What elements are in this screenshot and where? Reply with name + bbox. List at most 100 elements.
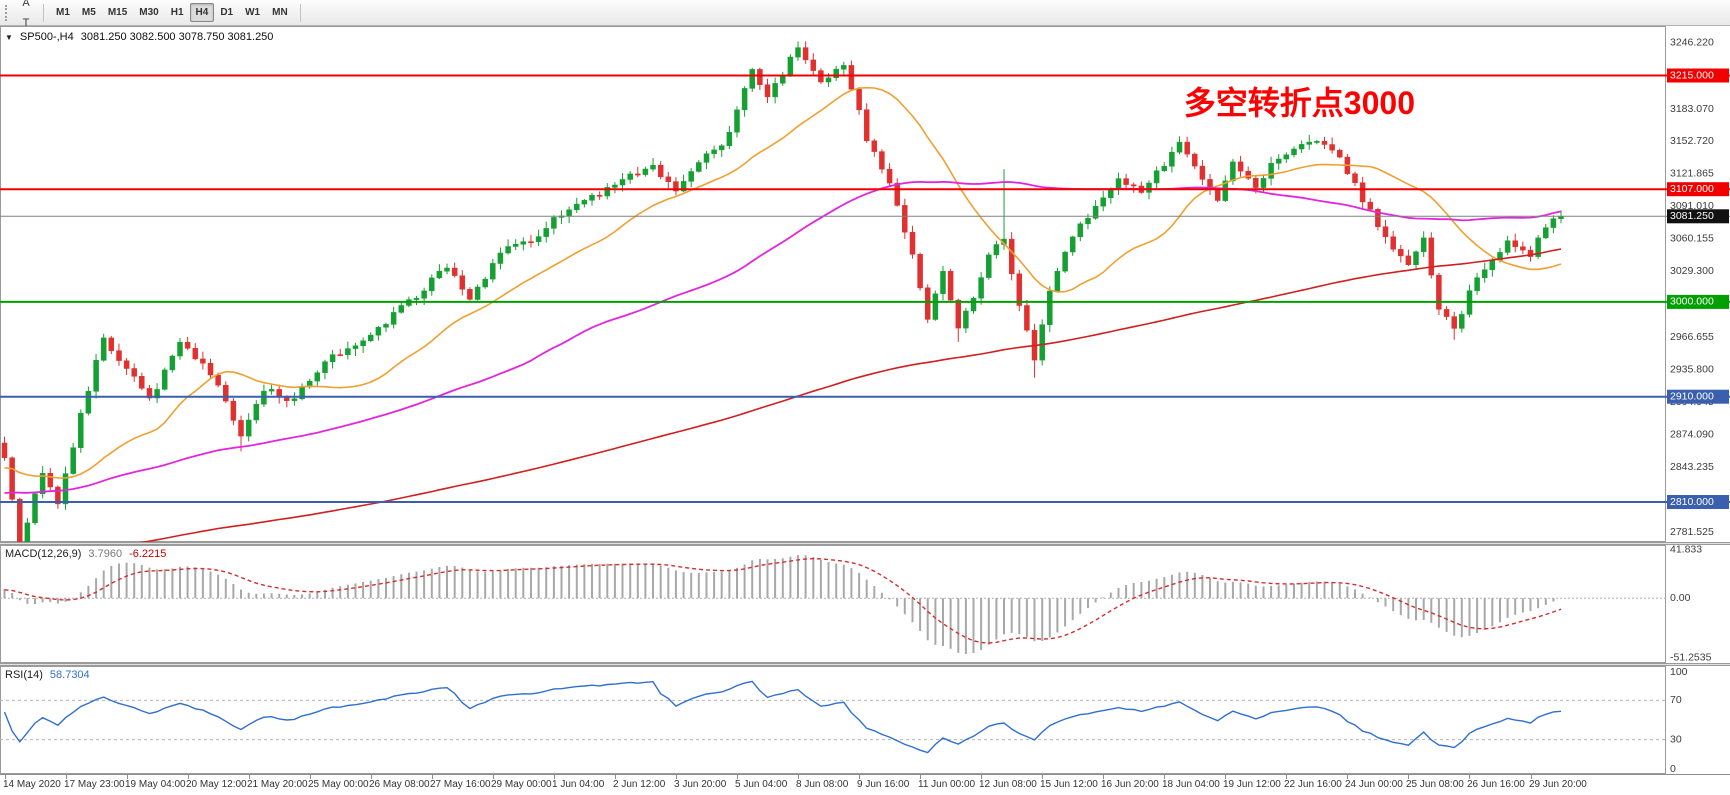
main-chart-canvas[interactable]: 3246.220 3183.070 3152.720 3121.865 3091.010… xyxy=(0,26,1730,542)
time-tick xyxy=(188,775,189,779)
toolbar-separator xyxy=(43,3,44,22)
time-tick xyxy=(920,775,921,779)
time-label: 15 Jun 12:00 xyxy=(1040,779,1098,790)
time-tick xyxy=(737,775,738,779)
time-tick xyxy=(66,775,67,779)
svg-text:3121.865: 3121.865 xyxy=(1670,167,1714,179)
time-tick xyxy=(249,775,250,779)
timeframe-button-d1[interactable]: D1 xyxy=(220,7,234,18)
svg-text:3000.000: 3000.000 xyxy=(1670,296,1714,308)
svg-text:2843.235: 2843.235 xyxy=(1670,461,1714,473)
rsi-value: 58.7304 xyxy=(49,669,90,681)
svg-text:2910.000: 2910.000 xyxy=(1670,390,1714,402)
time-label: 25 May 00:00 xyxy=(308,779,369,790)
chart-title: ▼ SP500-,H4 3081.250 3082.500 3078.750 3… xyxy=(5,31,273,43)
macd-label: MACD(12,26,9) 3.7960 -6.2215 xyxy=(5,548,166,560)
time-tick xyxy=(127,775,128,779)
time-label: 19 May 04:00 xyxy=(125,779,186,790)
main-chart-panel: 3246.220 3183.070 3152.720 3121.865 3091.010… xyxy=(0,26,1730,542)
time-tick xyxy=(5,775,6,779)
time-tick xyxy=(310,775,311,779)
macd-main-value: 3.7960 xyxy=(88,548,123,560)
time-label: 21 May 20:00 xyxy=(247,779,308,790)
panel-divider[interactable] xyxy=(0,542,1730,545)
time-label: 22 Jun 16:00 xyxy=(1284,779,1342,790)
macd-canvas[interactable]: 41.833 0.00 -51.2535 xyxy=(0,545,1730,663)
macd-signal-value: -6.2215 xyxy=(129,548,167,560)
time-tick xyxy=(798,775,799,779)
svg-text:0.00: 0.00 xyxy=(1670,592,1691,604)
time-tick xyxy=(615,775,616,779)
svg-text:3152.720: 3152.720 xyxy=(1670,135,1714,147)
time-label: 29 Jun 20:00 xyxy=(1529,779,1587,790)
timeframe-button-mn[interactable]: MN xyxy=(272,7,288,18)
time-label: 20 May 12:00 xyxy=(186,779,247,790)
time-tick xyxy=(676,775,677,779)
chart-shift-icon[interactable]: T xyxy=(22,16,30,29)
time-tick xyxy=(1347,775,1348,779)
time-tick xyxy=(371,775,372,779)
time-tick xyxy=(1286,775,1287,779)
svg-text:100: 100 xyxy=(1670,666,1688,678)
time-label: 14 May 2020 xyxy=(3,779,61,790)
svg-text:2810.000: 2810.000 xyxy=(1670,496,1714,508)
time-label: 8 Jun 08:00 xyxy=(796,779,849,790)
macd-name: MACD(12,26,9) xyxy=(5,548,82,560)
svg-text:3060.155: 3060.155 xyxy=(1670,232,1714,244)
time-axis[interactable]: 14 May 2020 17 May 23:00 19 May 04:00 20 Ma… xyxy=(0,774,1730,795)
timeframe-button-m30[interactable]: M30 xyxy=(139,7,159,18)
time-tick xyxy=(493,775,494,779)
svg-text:3246.220: 3246.220 xyxy=(1670,36,1714,48)
time-tick xyxy=(1469,775,1470,779)
time-tick xyxy=(1103,775,1104,779)
time-tick xyxy=(859,775,860,779)
rsi-canvas[interactable]: 100 70 30 0 xyxy=(0,666,1730,774)
time-label: 24 Jun 00:00 xyxy=(1345,779,1403,790)
timeframe-button-h1[interactable]: H1 xyxy=(170,7,184,18)
toolbar-grip[interactable] xyxy=(5,4,9,21)
timeframe-button-m15[interactable]: M15 xyxy=(107,7,128,18)
timeframe-button-m5[interactable]: M5 xyxy=(81,7,96,18)
time-label: 17 May 23:00 xyxy=(64,779,125,790)
macd-panel: 41.833 0.00 -51.2535 MACD(12,26,9) 3.7960 … xyxy=(0,545,1730,663)
svg-text:0: 0 xyxy=(1670,763,1676,774)
time-label: 9 Jun 16:00 xyxy=(857,779,910,790)
chart-symbol-timeframe: SP500-,H4 xyxy=(19,31,74,43)
time-label: 18 Jun 04:00 xyxy=(1162,779,1220,790)
autoscroll-icon[interactable]: A xyxy=(22,0,30,9)
chart-ohlc-values: 3081.250 3082.500 3078.750 3081.250 xyxy=(80,31,274,43)
time-label: 2 Jun 12:00 xyxy=(613,779,666,790)
time-label: 26 Jun 16:00 xyxy=(1467,779,1525,790)
timeframe-button-m1[interactable]: M1 xyxy=(56,7,70,18)
svg-text:3215.000: 3215.000 xyxy=(1670,69,1714,81)
time-label: 12 Jun 08:00 xyxy=(979,779,1037,790)
chart-annotation-text[interactable]: 多空转折点3000 xyxy=(1183,85,1415,121)
panel-divider[interactable] xyxy=(0,663,1730,666)
svg-text:2781.525: 2781.525 xyxy=(1670,526,1714,538)
timeframe-button-w1[interactable]: W1 xyxy=(245,7,261,18)
time-tick xyxy=(1225,775,1226,779)
symbol-dropdown-icon[interactable]: ▼ xyxy=(5,32,13,42)
rsi-label: RSI(14) 58.7304 xyxy=(5,669,90,681)
time-label: 29 May 00:00 xyxy=(491,779,552,790)
time-tick xyxy=(1408,775,1409,779)
time-tick xyxy=(981,775,982,779)
svg-text:3091.010: 3091.010 xyxy=(1670,200,1714,212)
svg-text:2874.090: 2874.090 xyxy=(1670,428,1714,440)
timeframe-button-h4[interactable]: H4 xyxy=(189,3,215,22)
time-label: 25 Jun 08:00 xyxy=(1406,779,1464,790)
svg-text:2966.655: 2966.655 xyxy=(1670,331,1714,343)
time-tick xyxy=(554,775,555,779)
rsi-name: RSI(14) xyxy=(5,669,43,681)
time-label: 26 May 08:00 xyxy=(369,779,430,790)
svg-text:3183.070: 3183.070 xyxy=(1670,103,1714,115)
time-label: 5 Jun 04:00 xyxy=(735,779,788,790)
time-label: 11 Jun 00:00 xyxy=(918,779,976,790)
svg-text:3107.000: 3107.000 xyxy=(1670,183,1714,195)
time-label: 19 Jun 12:00 xyxy=(1223,779,1281,790)
time-label: 16 Jun 20:00 xyxy=(1101,779,1159,790)
toolbar-separator xyxy=(299,3,301,22)
svg-text:3029.300: 3029.300 xyxy=(1670,265,1714,277)
time-label: 1 Jun 04:00 xyxy=(552,779,605,790)
